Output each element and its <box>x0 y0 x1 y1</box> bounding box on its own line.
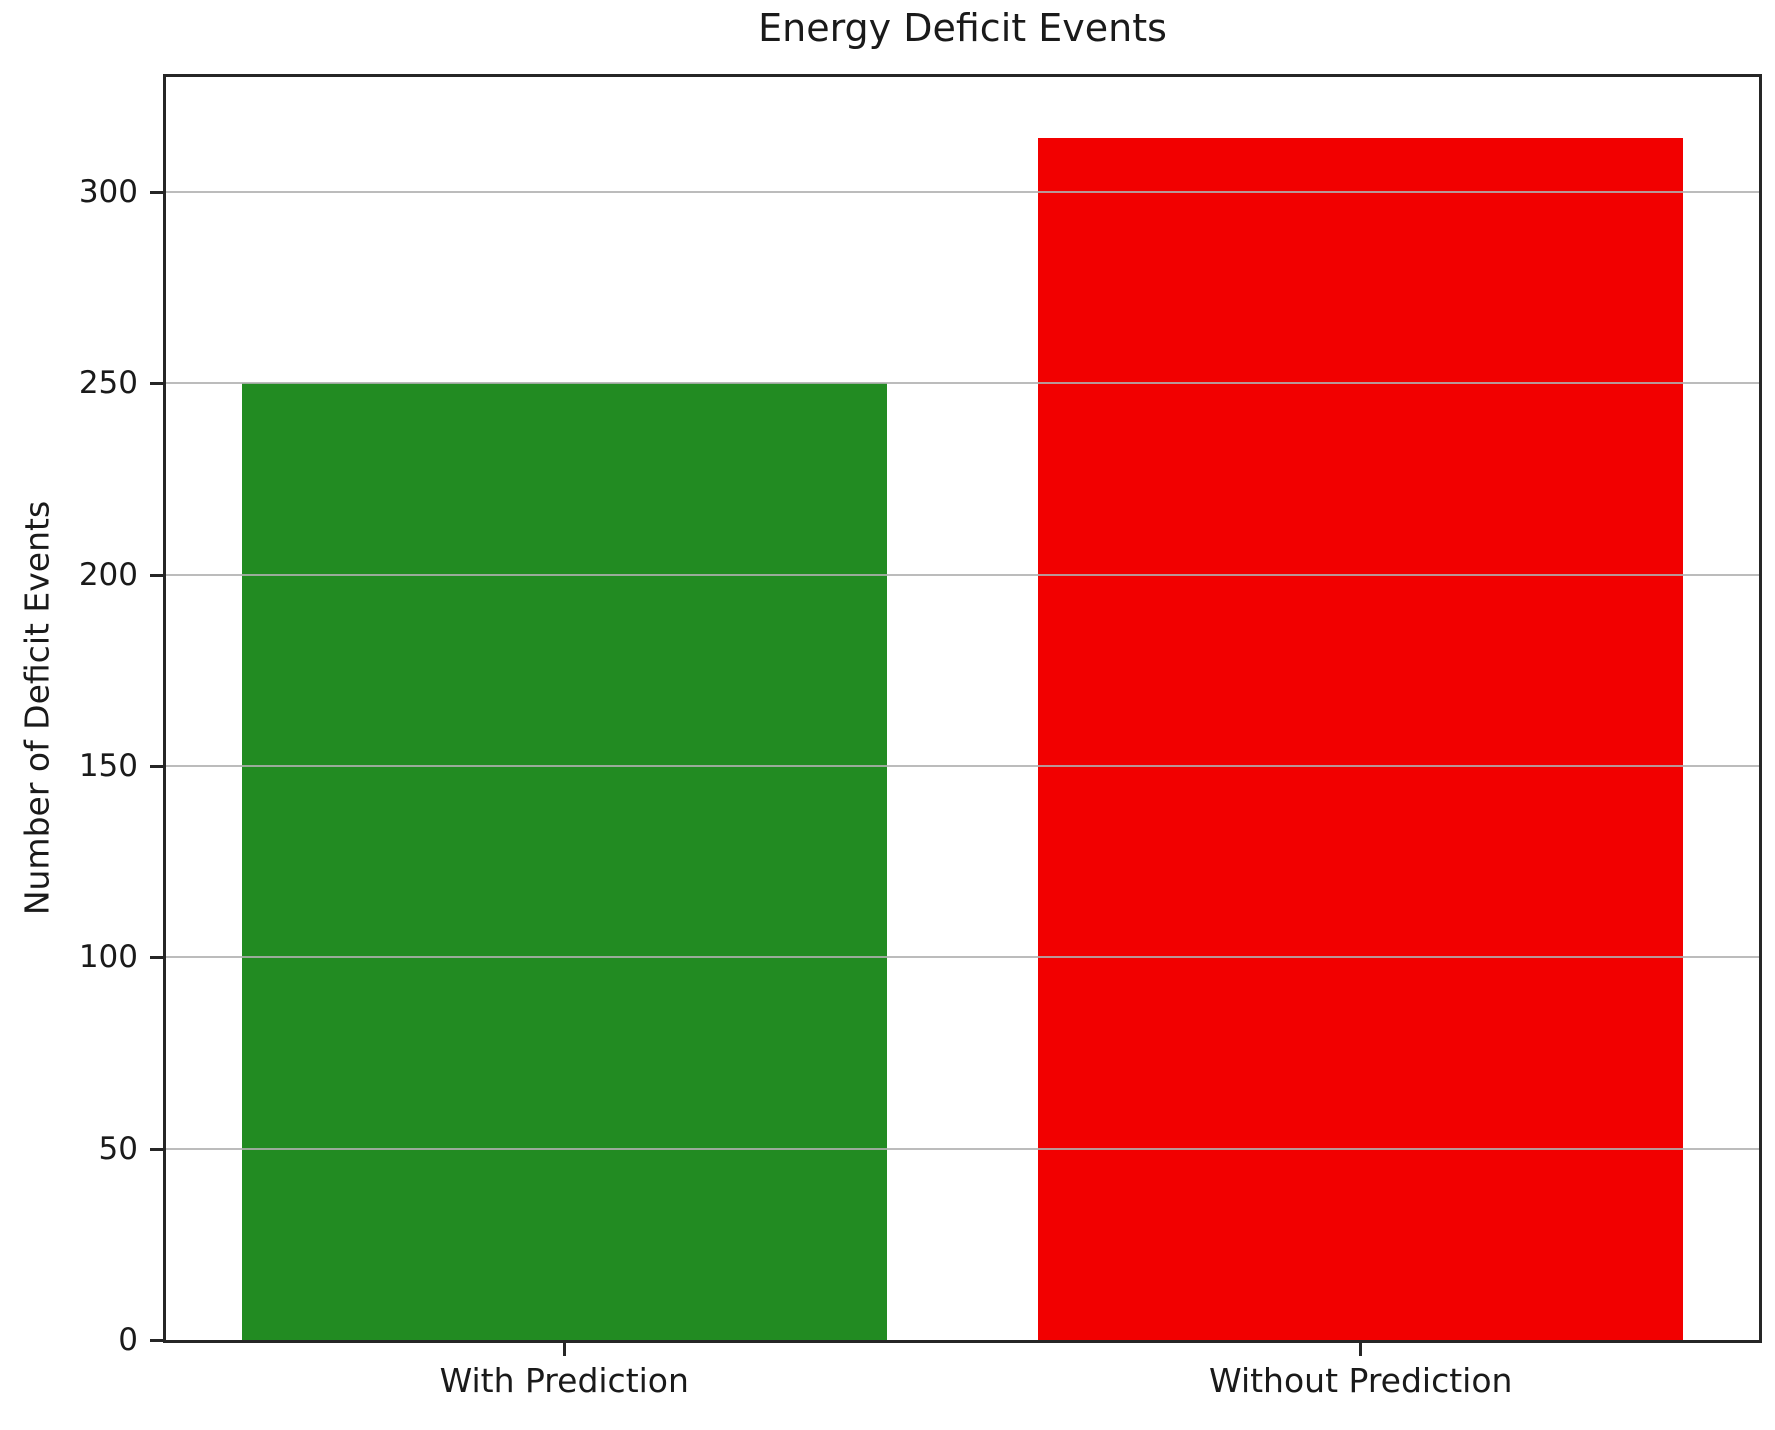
chart-title: Energy Deficit Events <box>758 6 1167 50</box>
y-tick-mark-100 <box>150 956 163 960</box>
bar-without-prediction <box>1038 138 1684 1340</box>
plot-area <box>163 74 1762 1343</box>
y-tick-label-300: 300 <box>78 173 138 210</box>
y-tick-label-200: 200 <box>78 556 138 593</box>
gridline-y-100 <box>166 956 1759 959</box>
y-tick-mark-50 <box>150 1147 163 1151</box>
gridline-y-50 <box>166 1147 1759 1150</box>
y-tick-mark-0 <box>150 1339 163 1342</box>
x-tick-label-with-prediction: With Prediction <box>439 1361 689 1400</box>
gridline-y-200 <box>166 573 1759 576</box>
y-tick-mark-250 <box>150 382 163 386</box>
y-tick-label-250: 250 <box>78 365 138 402</box>
gridline-y-250 <box>166 382 1759 385</box>
x-tick-label-without-prediction: Without Prediction <box>1209 1361 1513 1400</box>
y-tick-label-100: 100 <box>78 939 138 976</box>
x-tick-mark-2 <box>1359 1343 1363 1356</box>
gridline-y-300 <box>166 190 1759 193</box>
bar-with-prediction <box>241 383 887 1340</box>
y-tick-label-150: 150 <box>78 747 138 784</box>
y-tick-label-0: 0 <box>118 1322 138 1358</box>
gridline-y-150 <box>166 764 1759 767</box>
y-tick-label-50: 50 <box>98 1130 138 1167</box>
x-tick-mark-1 <box>562 1343 566 1356</box>
y-tick-mark-150 <box>150 764 163 768</box>
y-tick-mark-300 <box>150 190 163 194</box>
y-tick-mark-200 <box>150 573 163 577</box>
